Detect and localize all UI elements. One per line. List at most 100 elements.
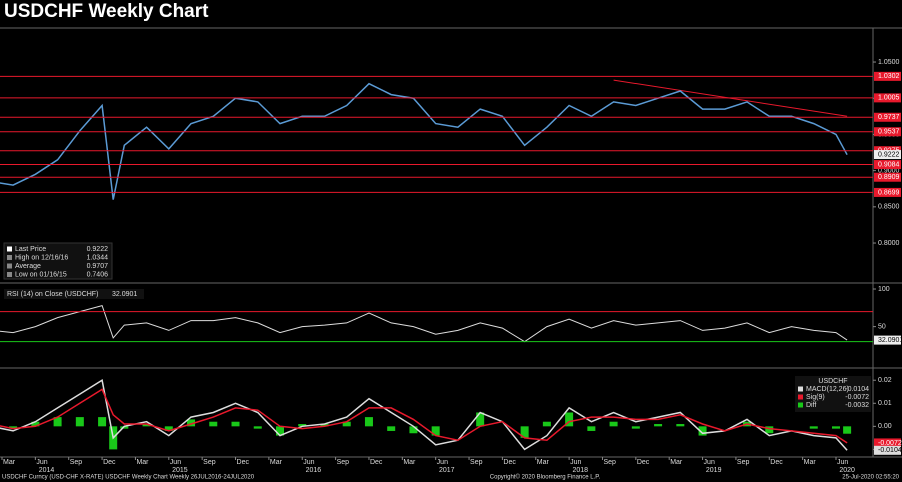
stats-value: 0.9707 <box>87 263 109 270</box>
diff-bar <box>298 424 307 427</box>
diff-bar <box>187 419 196 427</box>
diff-bar <box>164 426 173 431</box>
stats-value: 0.7406 <box>87 271 109 278</box>
level-label: 1.0005 <box>878 95 900 102</box>
diff-bar <box>253 426 262 429</box>
macd-line <box>0 378 848 451</box>
x-tick-label: Sep <box>603 459 616 466</box>
x-tick-label: Dec <box>237 459 250 466</box>
y-tick-label: 0.01 <box>878 400 892 407</box>
x-tick-label: Dec <box>770 459 783 466</box>
level-label-box <box>874 160 901 170</box>
legend-swatch <box>798 402 803 408</box>
x-tick-label: Jun <box>437 459 448 466</box>
x-tick-label: Jun <box>170 459 181 466</box>
x-tick-label: Dec <box>370 459 383 466</box>
level-label: 0.9537 <box>878 129 900 136</box>
rsi-line <box>0 304 848 343</box>
diff-bar <box>142 424 151 427</box>
x-tick-label: Jun <box>570 459 581 466</box>
y-tick-label: 0.02 <box>878 377 892 384</box>
legend-swatch <box>798 394 803 400</box>
panel-label-value: 32.0901 <box>112 291 137 298</box>
y-tick-label: 1.0500 <box>878 59 900 66</box>
x-tick-label: Jun <box>704 459 715 466</box>
legend-title: USDCHF <box>818 378 847 385</box>
macd-line <box>0 388 848 444</box>
legend-value: -0.0032 <box>845 402 869 409</box>
level-label: 0.8699 <box>878 189 900 196</box>
rsi-last-label: 32.0901 <box>878 337 902 344</box>
legend-label: MACD(12,26) <box>806 386 849 393</box>
x-year-label: 2019 <box>706 467 722 474</box>
legend-label: Sig(9) <box>806 394 825 401</box>
panel-label: RSI (14) on Close (USDCHF) <box>7 291 98 298</box>
diff-bar <box>476 412 485 427</box>
level-label: 0.9737 <box>878 114 900 121</box>
legend-swatch <box>798 386 803 392</box>
x-tick-label: Jun <box>303 459 314 466</box>
x-tick-label: Jun <box>837 459 848 466</box>
legend-box <box>795 376 871 412</box>
x-year-label: 2014 <box>39 467 55 474</box>
level-label: 0.9084 <box>878 161 900 168</box>
diff-bar <box>320 424 329 427</box>
stats-icon <box>7 272 12 277</box>
x-year-label: 2020 <box>839 467 855 474</box>
diff-bar <box>542 421 551 427</box>
x-year-label: 2018 <box>572 467 588 474</box>
diff-bar <box>431 426 440 436</box>
x-tick-label: Sep <box>737 459 750 466</box>
last-price-label: 0.9222 <box>878 151 900 158</box>
y-tick-label: 0.00 <box>878 423 892 430</box>
y-tick-label: 0.8000 <box>878 240 900 247</box>
level-label: 1.0302 <box>878 73 900 80</box>
diff-bar <box>809 426 818 429</box>
x-year-label: 2016 <box>306 467 322 474</box>
diff-bar <box>9 426 18 429</box>
diff-bar <box>342 421 351 427</box>
diff-bar <box>765 426 774 434</box>
stats-value: 1.0344 <box>87 254 109 261</box>
x-tick-label: Mar <box>670 459 683 466</box>
legend-value: -0.0072 <box>845 394 869 401</box>
diff-bar <box>565 412 574 427</box>
diff-bar <box>676 424 685 427</box>
x-year-label: 2017 <box>439 467 455 474</box>
legend-label: Diff <box>806 402 816 409</box>
y-tick-label: 0.9000 <box>878 167 900 174</box>
stats-label: Last Price <box>15 246 46 253</box>
x-tick-label: Mar <box>270 459 283 466</box>
x-tick-label: Sep <box>70 459 83 466</box>
level-label-box <box>874 172 901 182</box>
panel-label-box <box>4 289 144 299</box>
stats-label: Average <box>15 263 41 270</box>
y-tick-label: 100 <box>878 286 890 293</box>
stats-label: High on 12/16/16 <box>15 254 68 261</box>
last-price-label-box <box>874 150 901 160</box>
chart-title: USDCHF Weekly Chart <box>4 1 209 22</box>
diff-bar <box>843 426 852 434</box>
level-label-box <box>874 71 901 81</box>
stats-icon <box>7 255 12 260</box>
x-tick-label: Mar <box>537 459 550 466</box>
diff-bar <box>231 421 240 427</box>
x-tick-label: Dec <box>103 459 116 466</box>
y-tick-label: 50 <box>878 323 886 330</box>
price-line <box>0 82 848 200</box>
macd-last-label: -0.0072 <box>878 440 902 447</box>
rsi-last-label-box <box>874 335 901 345</box>
stats-label: Low on 01/16/15 <box>15 271 67 278</box>
x-year-label: 2015 <box>172 467 188 474</box>
x-tick-label: Sep <box>470 459 483 466</box>
stats-icon <box>7 263 12 269</box>
x-tick-label: Mar <box>804 459 817 466</box>
level-label-box <box>874 187 901 197</box>
x-tick-label: Jun <box>36 459 47 466</box>
x-tick-label: Mar <box>136 459 149 466</box>
diff-bar <box>53 417 62 427</box>
stats-icon <box>7 246 12 252</box>
diff-bar <box>520 426 529 438</box>
level-label-box <box>874 127 901 137</box>
